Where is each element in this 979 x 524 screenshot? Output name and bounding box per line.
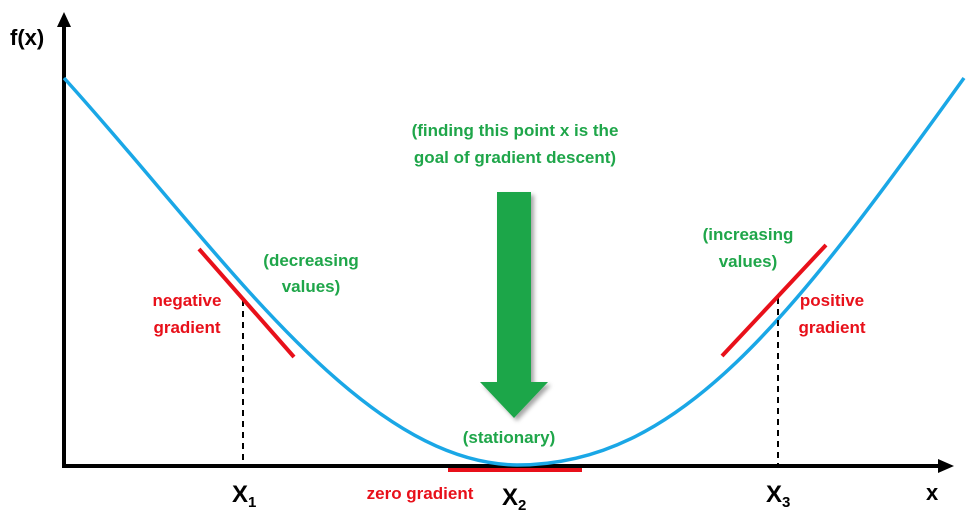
positive-gradient-line2: gradient xyxy=(798,318,865,337)
stationary-annotation: (stationary) xyxy=(463,428,556,447)
x3-label: X3 xyxy=(766,481,790,511)
x1-label: X1 xyxy=(232,481,256,511)
negative-gradient-line2: gradient xyxy=(153,318,220,337)
x-axis-label: x xyxy=(926,480,939,505)
negative-gradient-tangent xyxy=(197,247,296,359)
goal-annotation-line1: (finding this point x is the xyxy=(412,121,619,140)
x3-subscript: 3 xyxy=(782,494,790,511)
descent-arrow xyxy=(480,192,548,418)
decreasing-annotation-line2: values) xyxy=(282,277,341,296)
x1-letter: X xyxy=(232,481,248,508)
x2-subscript: 2 xyxy=(518,497,526,514)
positive-gradient-tangent xyxy=(720,243,828,358)
x1-subscript: 1 xyxy=(248,494,256,511)
increasing-annotation-line2: values) xyxy=(719,252,778,271)
y-axis-arrowhead xyxy=(57,12,71,27)
x-axis-arrowhead xyxy=(938,459,954,473)
x2-label: X2 xyxy=(502,484,526,514)
x2-letter: X xyxy=(502,484,518,511)
goal-annotation-line2: goal of gradient descent) xyxy=(414,148,616,167)
zero-gradient-annotation: zero gradient xyxy=(367,484,474,503)
decreasing-annotation-line1: (decreasing xyxy=(263,251,358,270)
y-axis-label: f(x) xyxy=(10,25,44,50)
increasing-annotation-line1: (increasing xyxy=(703,225,794,244)
cost-curve xyxy=(62,76,966,467)
x3-letter: X xyxy=(766,481,782,508)
negative-gradient-line1: negative xyxy=(153,291,222,310)
positive-gradient-line1: positive xyxy=(800,291,864,310)
